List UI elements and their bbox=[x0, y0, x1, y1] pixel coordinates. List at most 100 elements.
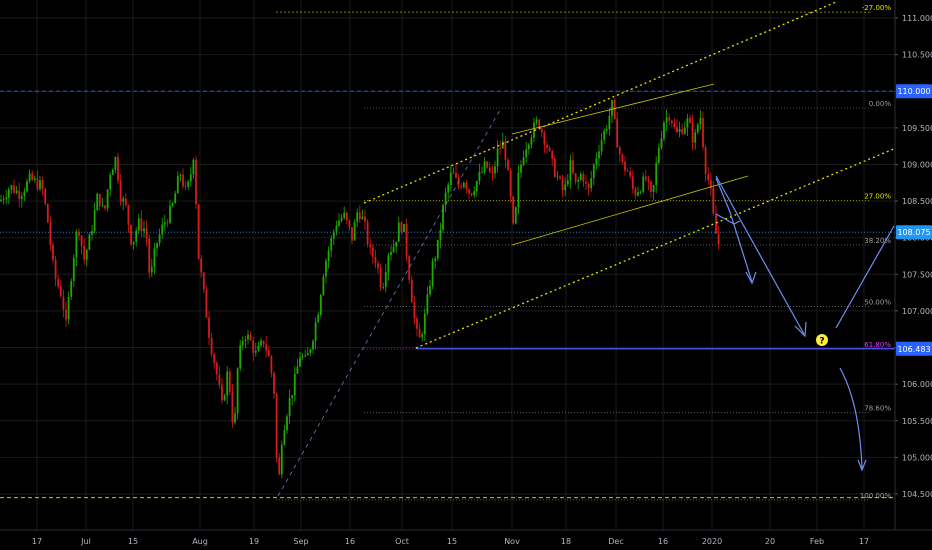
candle-body bbox=[538, 119, 541, 129]
candle-body bbox=[712, 188, 715, 214]
candle-body bbox=[670, 120, 673, 124]
candle-body bbox=[252, 340, 255, 353]
question-marker[interactable]: ? bbox=[816, 334, 828, 347]
candle-body bbox=[374, 256, 377, 264]
candle-body bbox=[322, 276, 325, 296]
candle-body bbox=[262, 340, 265, 345]
candle-body bbox=[70, 281, 73, 297]
time-axis-label: 18 bbox=[561, 537, 571, 546]
candle-body bbox=[184, 186, 187, 188]
candle-body bbox=[717, 233, 720, 244]
candle-body bbox=[702, 118, 704, 148]
candle-body bbox=[540, 128, 543, 133]
candle-body bbox=[637, 192, 639, 196]
price-axis-label: 105.500 bbox=[902, 417, 932, 426]
candle-body bbox=[93, 210, 96, 232]
candle-body bbox=[694, 132, 697, 143]
candle-body bbox=[158, 234, 161, 244]
candle-body bbox=[678, 129, 681, 133]
candle-body bbox=[319, 295, 322, 315]
candle-body bbox=[621, 154, 624, 162]
candle-body bbox=[65, 309, 67, 320]
candle-body bbox=[447, 184, 450, 193]
candle-body bbox=[2, 199, 5, 200]
candle-body bbox=[600, 139, 603, 152]
projection-arrows[interactable] bbox=[715, 175, 895, 472]
candle-body bbox=[585, 181, 587, 184]
candle-body bbox=[210, 337, 213, 355]
candle-body bbox=[46, 203, 49, 223]
candle-body bbox=[369, 244, 372, 248]
candle-body bbox=[153, 248, 156, 267]
candle-body bbox=[520, 164, 522, 173]
time-axis-label: Feb bbox=[810, 537, 824, 546]
inner-channel-lower-line[interactable] bbox=[511, 175, 749, 246]
candle-body bbox=[257, 345, 260, 352]
candle-body bbox=[449, 172, 452, 185]
candle-body bbox=[564, 184, 567, 191]
candle-body bbox=[244, 339, 247, 341]
candle-body bbox=[228, 371, 231, 393]
candle-body bbox=[36, 178, 39, 190]
chart-grid bbox=[0, 0, 895, 530]
candle-body bbox=[299, 357, 301, 367]
price-axis-label: 109.000 bbox=[902, 160, 932, 169]
candle-body bbox=[137, 218, 140, 231]
price-label-box bbox=[896, 225, 932, 240]
candle-body bbox=[163, 222, 166, 225]
inner-channel-upper-line[interactable] bbox=[511, 83, 715, 135]
channel-lower-line[interactable] bbox=[415, 147, 897, 349]
candle-body bbox=[647, 179, 650, 182]
candle-body bbox=[288, 398, 291, 417]
candle-body bbox=[592, 164, 595, 179]
price-axis[interactable]: 111.000 110.500 110.000 109.500 109.000 108.5… bbox=[894, 0, 932, 530]
candle-body bbox=[652, 185, 655, 192]
candle-body bbox=[475, 181, 478, 192]
candle-body bbox=[59, 286, 62, 297]
price-axis-label: 111.000 bbox=[902, 14, 932, 23]
candle-body bbox=[148, 238, 151, 273]
candle-body bbox=[382, 287, 385, 288]
candle-body bbox=[267, 350, 270, 357]
candle-body bbox=[20, 196, 23, 200]
candle-body bbox=[176, 175, 179, 194]
candle-body bbox=[577, 180, 580, 182]
candle-body bbox=[548, 148, 551, 151]
candle-body bbox=[527, 144, 530, 150]
candle-body bbox=[501, 141, 504, 149]
candle-body bbox=[491, 171, 494, 174]
candle-body bbox=[413, 302, 416, 319]
candle-body bbox=[293, 373, 296, 396]
price-label-box bbox=[896, 341, 932, 356]
candle-body bbox=[80, 235, 83, 246]
candle-body bbox=[44, 188, 47, 204]
candle-body bbox=[96, 193, 99, 211]
candle-body bbox=[215, 362, 218, 375]
candle-body bbox=[707, 174, 710, 181]
candle-body bbox=[379, 268, 382, 288]
candle-body bbox=[408, 256, 411, 280]
candle-body bbox=[356, 212, 359, 223]
price-axis-label: 107.000 bbox=[902, 307, 932, 316]
time-axis[interactable]: 17 Jul 15 Aug 19 Sep 16 Oct 15 Nov 18 Dec 16 2020 20 Fe… bbox=[0, 529, 932, 546]
candle-body bbox=[603, 130, 606, 140]
candle-body bbox=[275, 393, 278, 458]
candle-body bbox=[561, 178, 564, 191]
candle-body bbox=[28, 173, 31, 182]
channel-upper-line[interactable] bbox=[363, 1, 837, 204]
fib-trend-line[interactable] bbox=[277, 109, 501, 497]
candle-body bbox=[390, 252, 392, 256]
candle-body bbox=[221, 385, 223, 401]
candle-body bbox=[496, 148, 499, 167]
candle-body bbox=[249, 334, 252, 341]
candle-body bbox=[330, 238, 333, 251]
candle-body bbox=[681, 129, 684, 134]
candle-body bbox=[387, 255, 390, 273]
candle-body bbox=[598, 151, 600, 159]
candle-body bbox=[403, 223, 405, 232]
candle-body bbox=[236, 368, 239, 414]
candle-body bbox=[195, 159, 197, 205]
candle-body bbox=[91, 231, 93, 235]
candle-body bbox=[431, 260, 434, 286]
